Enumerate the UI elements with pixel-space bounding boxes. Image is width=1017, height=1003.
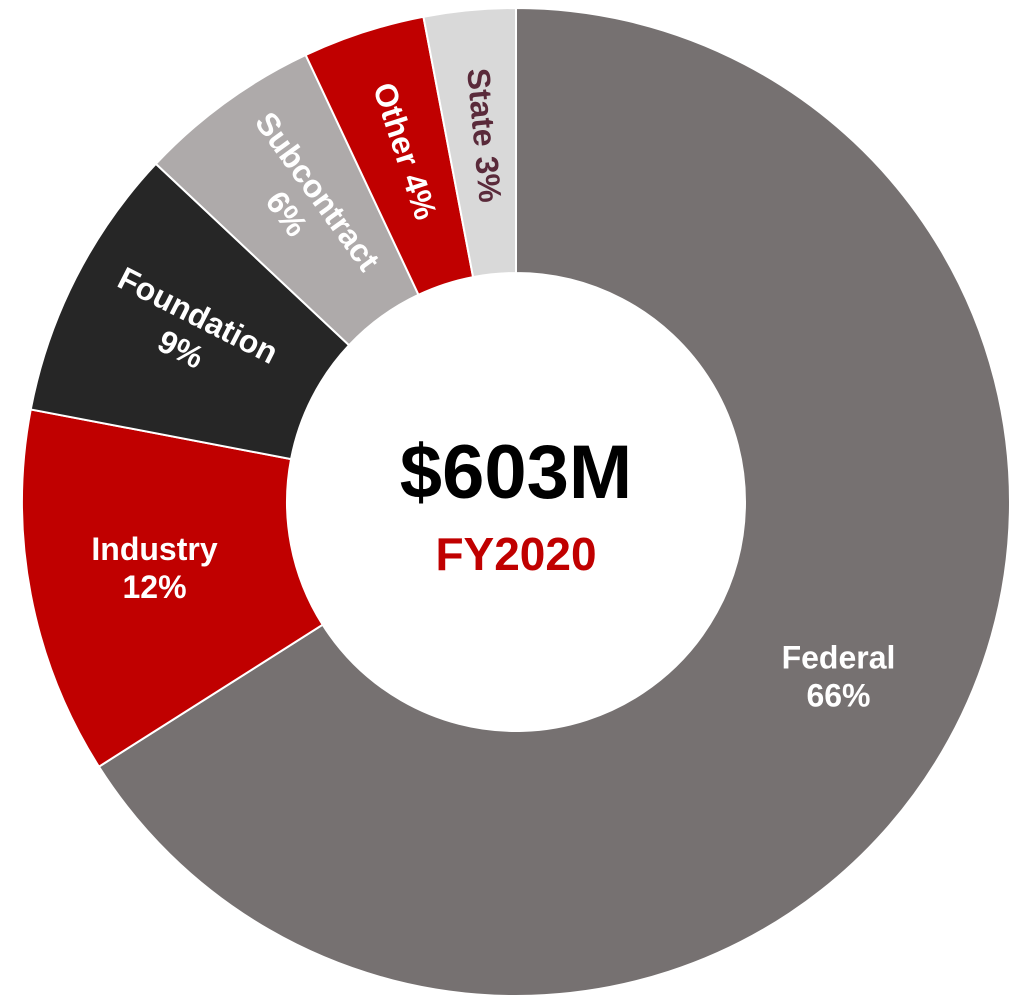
slice <box>21 408 325 769</box>
category-label: Federal <box>782 640 896 676</box>
center-title: $603M <box>400 430 632 515</box>
value-label: 3% <box>468 155 508 204</box>
value-label: 12% <box>122 569 186 605</box>
slice <box>29 162 351 461</box>
slice <box>422 6 517 279</box>
value-label: 66% <box>806 678 870 714</box>
slice-label: Federal 66% <box>782 640 896 714</box>
slice <box>97 6 1011 997</box>
category-label: Industry <box>91 531 217 567</box>
center-subtitle: FY2020 <box>435 528 596 580</box>
slices <box>21 6 1011 997</box>
slice-label: State 3% <box>460 67 508 204</box>
category-label: State <box>460 67 503 148</box>
slice-label: Industry 12% <box>91 531 217 605</box>
